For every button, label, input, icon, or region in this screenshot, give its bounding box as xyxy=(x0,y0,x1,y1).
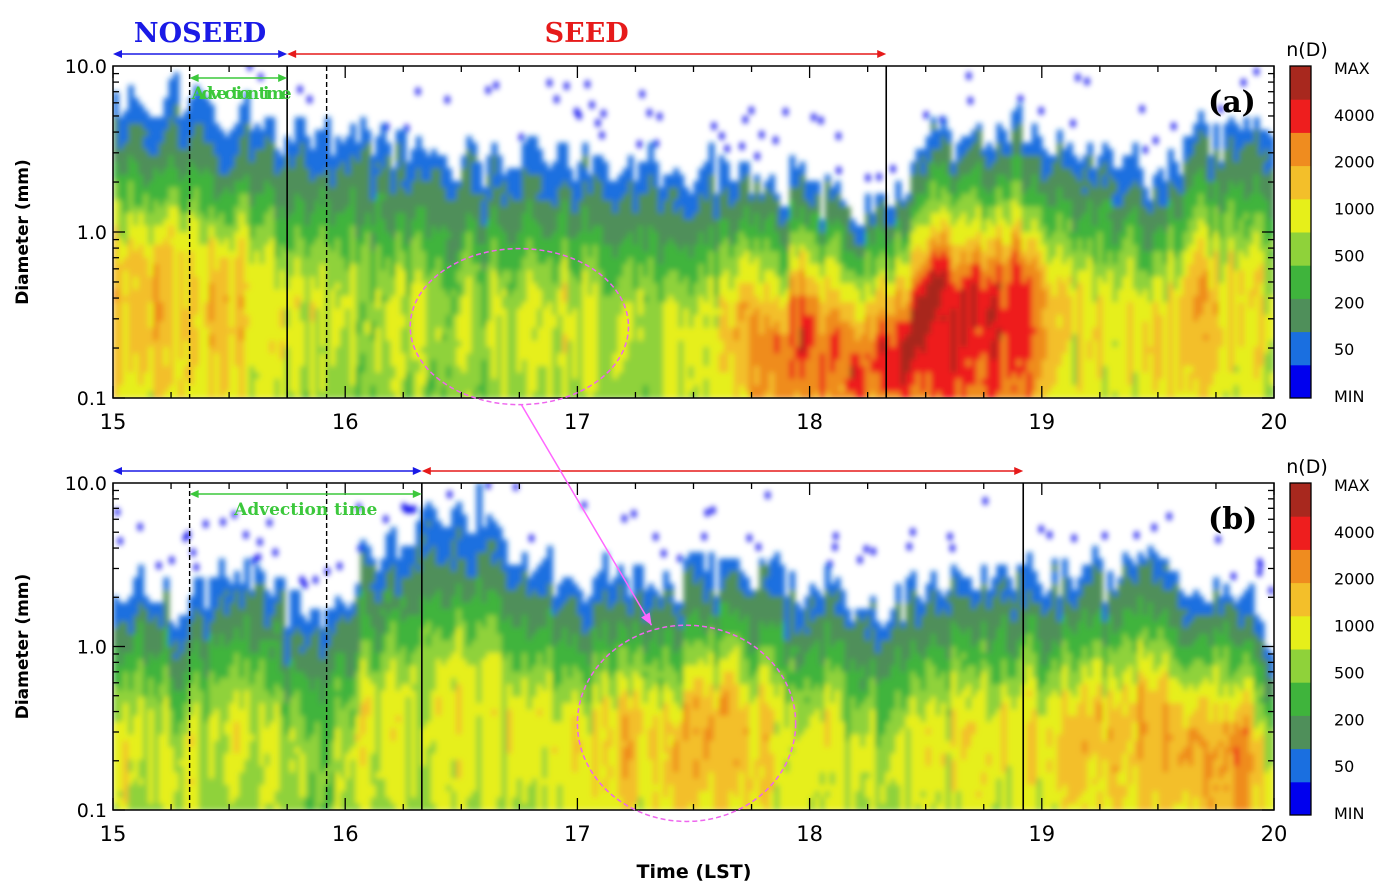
y-tick-label: 10.0 xyxy=(65,56,107,78)
x-tick-label: 20 xyxy=(1261,410,1288,434)
axis-ticks-b: 15 16 17 18 19 20 0.1 1.0 10.0 xyxy=(65,473,1288,846)
ellipse-connector-arrowhead xyxy=(641,612,652,626)
colorbar-title-b: n(D) xyxy=(1286,456,1328,478)
y-tick-label: 1.0 xyxy=(77,637,107,659)
colorbar-label: 200 xyxy=(1334,710,1365,729)
period-arrows-a: NOSEED SEED xyxy=(113,18,887,82)
highlight-ellipse-b xyxy=(576,624,797,823)
x-tick-label: 15 xyxy=(100,822,127,846)
axis-ticks-a: 15 16 17 18 19 20 0.1 1.0 10.0 xyxy=(65,56,1288,434)
colorbar-label: 2000 xyxy=(1334,153,1375,172)
x-tick-label: 18 xyxy=(796,822,823,846)
x-tick-label: 16 xyxy=(332,822,359,846)
colorbar-label: 1000 xyxy=(1334,617,1375,636)
y-tick-label: 10.0 xyxy=(65,473,107,495)
x-tick-label: 17 xyxy=(564,410,591,434)
y-tick-label: 1.0 xyxy=(77,222,107,244)
colorbar-label: MIN xyxy=(1334,387,1365,406)
colorbar-label: 500 xyxy=(1334,663,1365,682)
y-axis-label-a: Diameter (mm) xyxy=(13,159,33,305)
colorbar-label: 2000 xyxy=(1334,570,1375,589)
colorbar-label: 200 xyxy=(1334,293,1365,312)
heatmap-field-b xyxy=(113,483,1274,810)
x-tick-label: 19 xyxy=(1028,410,1055,434)
panel-label-b: (b) xyxy=(1208,502,1257,537)
highlight-ellipse-a xyxy=(409,247,630,406)
y-tick-label: 0.1 xyxy=(77,800,107,822)
ellipse-connector-arrow xyxy=(520,404,653,626)
advection-label-b: Advection time xyxy=(233,500,377,520)
colorbar-label: 4000 xyxy=(1334,523,1375,542)
colorbar-label: MAX xyxy=(1334,476,1370,495)
x-tick-label: 18 xyxy=(796,410,823,434)
heatmap-field-a xyxy=(113,66,1274,398)
y-axis-label-b: Diameter (mm) xyxy=(13,574,33,720)
period-label: NOSEED xyxy=(134,18,266,49)
colorbar-label: 50 xyxy=(1334,340,1354,359)
colorbar-label: 4000 xyxy=(1334,106,1375,125)
colorbar-label: MIN xyxy=(1334,804,1365,823)
colorbar-label: 50 xyxy=(1334,757,1354,776)
marker-lines-b xyxy=(188,483,1025,810)
period-arrows-b xyxy=(113,467,1024,498)
panel-a: 15 16 17 18 19 20 0.1 1.0 10.0 NOSEED SEED Diamet… xyxy=(13,18,1375,434)
x-tick-label: 16 xyxy=(332,410,359,434)
advection-label-a: Advection time xyxy=(191,84,292,104)
x-tick-label: 17 xyxy=(564,822,591,846)
colorbar-label: MAX xyxy=(1334,59,1370,78)
colorbar-b: MAX 4000 2000 1000 500 200 50 MIN xyxy=(1289,476,1375,823)
x-axis-label: Time (LST) xyxy=(637,861,752,883)
colorbar-title-a: n(D) xyxy=(1286,39,1328,61)
y-tick-label: 0.1 xyxy=(77,388,107,410)
x-tick-label: 19 xyxy=(1028,822,1055,846)
colorbar-label: 500 xyxy=(1334,246,1365,265)
colorbar-a: MAX 4000 2000 1000 500 200 50 MIN xyxy=(1289,59,1375,406)
period-label: SEED xyxy=(545,18,629,49)
x-tick-label: 15 xyxy=(100,410,127,434)
panel-b: 15 16 17 18 19 20 0.1 1.0 10.0 Diameter (mm) Tim… xyxy=(13,456,1375,883)
x-tick-label: 20 xyxy=(1261,822,1288,846)
colorbar-label: 1000 xyxy=(1334,200,1375,219)
marker-lines-a xyxy=(188,66,888,398)
panel-label-a: (a) xyxy=(1208,85,1256,120)
